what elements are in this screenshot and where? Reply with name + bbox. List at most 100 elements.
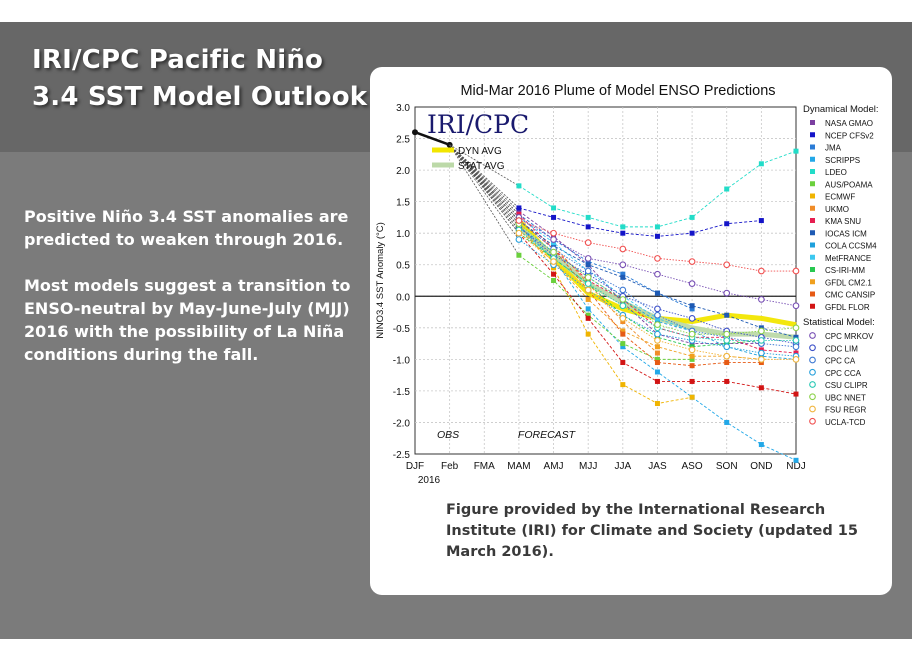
point-ncep-cfsv2 <box>689 230 695 236</box>
series-line-nasa-gmao <box>518 210 762 345</box>
point-ldeo <box>551 205 557 211</box>
point-cpc-mrkov <box>584 255 592 262</box>
legend-dynamical-title: Dynamical Model: <box>803 104 879 115</box>
legend-swatch <box>810 242 815 248</box>
point-gfdl-cm2-1 <box>689 353 695 359</box>
point-ecmwf <box>585 331 591 337</box>
point-cpc-mrkov <box>688 280 696 288</box>
point-ldeo <box>793 148 799 154</box>
series-line-gfdl-cm2-1 <box>518 229 762 360</box>
y-tick-label: -2.5 <box>393 450 411 461</box>
point-ldeo <box>689 214 695 220</box>
series-line-ucla-tcd <box>518 220 796 272</box>
y-axis-label: NINO3.4 SST Anomaly (°C) <box>375 222 386 339</box>
point-ubc-nnet <box>723 330 731 338</box>
x-tick-label: OND <box>750 461 772 472</box>
legend-swatch <box>809 393 816 401</box>
series-line-ncep-cfsv2 <box>518 207 762 237</box>
paragraph-1: Positive Niño 3.4 SST anomalies are pred… <box>24 207 349 249</box>
point-fsu-regr <box>792 356 800 363</box>
point-ucla-tcd <box>723 261 731 269</box>
point-gfdl-flor <box>793 391 799 397</box>
point-fsu-regr <box>584 286 592 294</box>
legend-label: CMC CANSIP <box>825 291 875 300</box>
series-link-kma-snu <box>449 144 520 215</box>
point-cdc-lim <box>654 305 661 313</box>
point-ncep-cfsv2 <box>585 224 591 230</box>
obs-line <box>414 131 451 147</box>
point-ucla-tcd <box>688 258 696 265</box>
figure-card: Mid-Mar 2016 Plume of Model ENSO Predict… <box>370 67 892 595</box>
point-ucla-tcd <box>550 229 557 237</box>
title-line-2: 3.4 SST Model Outlook <box>32 82 368 112</box>
point-csu-clipr <box>584 280 592 288</box>
x-year-label: 2016 <box>418 475 441 486</box>
point-cpc-mrkov <box>723 289 731 297</box>
point-fsu-regr <box>654 337 661 344</box>
point-ldeo <box>758 161 764 167</box>
point-ldeo <box>516 183 522 189</box>
legend-swatch <box>810 193 815 199</box>
x-tick-label: AMJ <box>544 461 564 472</box>
x-tick-label: FMA <box>474 461 495 472</box>
legend-label: UKMO <box>825 205 849 214</box>
paragraph-2: Most models suggest a transition to ENSO… <box>24 276 351 364</box>
y-tick-label: 0.5 <box>396 261 410 272</box>
point-ukmo <box>654 350 660 356</box>
point-scripps <box>758 442 764 448</box>
point-ucla-tcd <box>654 255 661 262</box>
point-aus-poama <box>516 252 522 258</box>
point-ldeo <box>585 214 591 220</box>
legend-label: CS-IRI-MM <box>825 266 865 275</box>
x-tick-label: MJJ <box>579 461 597 472</box>
point-fsu-regr <box>688 346 696 354</box>
point-ubc-nnet <box>792 324 800 332</box>
legend-label: AUS/POAMA <box>825 180 873 189</box>
series-line-cmc-cansip <box>518 220 762 367</box>
point-csu-clipr <box>619 302 627 310</box>
legend-label: CSU CLIPR <box>825 381 868 390</box>
point-cpc-cca <box>515 236 523 243</box>
legend-swatch <box>810 267 815 272</box>
point-ncep-cfsv2 <box>758 218 764 224</box>
legend-label: UBC NNET <box>825 393 866 402</box>
point-cpc-cca <box>723 343 731 351</box>
y-tick-label: 1.5 <box>396 198 410 209</box>
point-jma <box>689 306 695 312</box>
point-cpc-ca <box>654 311 661 319</box>
series-link-ncep-cfsv2 <box>449 144 520 209</box>
legend-swatch <box>810 169 815 174</box>
point-cpc-cca <box>758 349 765 357</box>
point-nasa-gmao <box>516 208 522 214</box>
point-gfdl-flor <box>551 271 557 277</box>
legend-label: UCLA-TCD <box>825 418 866 427</box>
x-tick-label: JJA <box>614 461 631 472</box>
point-cpc-ca <box>792 343 800 351</box>
point-ubc-nnet <box>619 296 627 303</box>
point-csu-clipr <box>723 337 731 344</box>
point-cpc-mrkov <box>758 296 765 303</box>
point-aus-poama <box>689 356 695 362</box>
x-tick-label: MAM <box>507 461 530 472</box>
legend-label: CPC CCA <box>825 369 862 378</box>
point-gfdl-cm2-1 <box>585 296 591 302</box>
point-cmc-cansip <box>724 360 730 366</box>
slide-title: IRI/CPC Pacific Niño 3.4 SST Model Outlo… <box>32 42 367 116</box>
point-gfdl-cm2-1 <box>654 344 660 350</box>
series-line-ecmwf <box>518 223 693 404</box>
point-cpc-cca <box>654 330 661 338</box>
point-ubc-nnet <box>758 327 765 335</box>
figure-caption: Figure provided by the International Res… <box>446 502 858 560</box>
point-cpc-mrkov <box>654 270 661 278</box>
legend-swatch <box>809 417 816 425</box>
plot-frame <box>414 106 797 455</box>
legend-swatch <box>810 303 815 309</box>
point-cpc-ca <box>584 267 592 275</box>
y-tick-label: -1.0 <box>393 355 411 366</box>
legend-statistical-title: Statistical Model: <box>803 317 875 328</box>
legend-label: NCEP CFSv2 <box>825 131 874 140</box>
y-tick-label: 2.5 <box>396 135 410 146</box>
point-ucla-tcd <box>515 217 523 224</box>
forecast-label: FORECAST <box>518 429 577 441</box>
point-ncep-cfsv2 <box>654 233 660 239</box>
